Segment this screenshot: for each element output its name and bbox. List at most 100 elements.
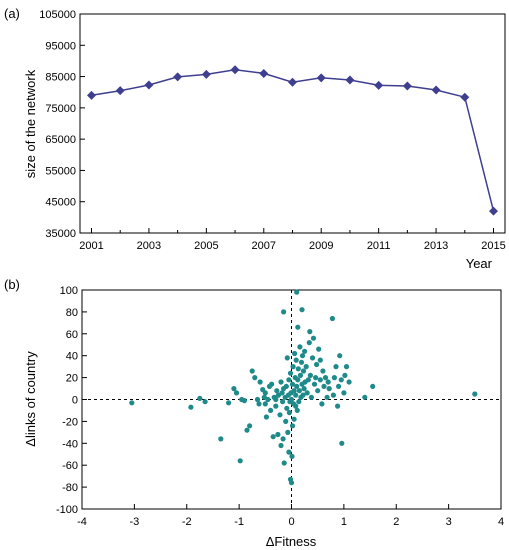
- panel-b-point: [293, 357, 299, 363]
- panel-a-y-label: size of the network: [23, 69, 38, 178]
- panel-b-point: [315, 388, 321, 394]
- panel-b-point: [297, 344, 303, 350]
- panel-b-label: (b): [4, 277, 20, 292]
- panel-b-point: [280, 399, 286, 405]
- panel-b-point: [317, 377, 323, 383]
- panel-a-x-tick-label: 2013: [424, 240, 448, 252]
- panel-b-y-label: Δlinks of country: [23, 351, 38, 447]
- panel-b-point: [283, 383, 289, 389]
- panel-b-point: [294, 289, 300, 295]
- panel-a-y-tick-label: 85000: [45, 72, 76, 84]
- panel-b-point: [307, 329, 313, 335]
- panel-a-point: [230, 65, 240, 75]
- panel-b-point: [280, 436, 286, 442]
- panel-b-y-axis: -100 -80 -60 -40 -20 0 20 40 60 80 100: [56, 285, 87, 516]
- panel-b-point: [329, 315, 335, 322]
- panel-b-x-tick-label: 3: [446, 516, 452, 528]
- panel-a-x-tick-label: 2001: [79, 240, 103, 252]
- panel-b-point: [301, 386, 307, 392]
- panel-b-point: [289, 453, 295, 459]
- panel-b-point: [325, 379, 331, 385]
- panel-b-point: [202, 399, 208, 405]
- panel-b-point: [256, 401, 262, 407]
- panel-b-point: [290, 364, 296, 370]
- panel-b-point: [293, 392, 299, 398]
- panel-b-x-tick-label: 1: [341, 516, 347, 528]
- panel-b-point: [314, 361, 320, 368]
- panel-a-y-tick-label: 75000: [45, 103, 76, 115]
- panel-a-point: [460, 92, 470, 102]
- panel-b-point: [286, 410, 292, 416]
- panel-b-point: [335, 403, 341, 409]
- panel-b-point: [249, 368, 255, 374]
- panel-b-point: [283, 418, 289, 424]
- panel-b-point: [262, 401, 268, 407]
- panel-b-point: [257, 379, 263, 385]
- panel-b-point: [218, 436, 224, 442]
- panel-b-x-tick-label: -2: [182, 516, 192, 528]
- panel-b-point: [277, 412, 283, 418]
- panel-b-y-tick-label: 0: [72, 395, 78, 407]
- panel-b-point: [291, 388, 297, 394]
- panel-a-label: (a): [4, 6, 20, 21]
- panel-b-point: [129, 400, 135, 406]
- panel-a-point: [489, 206, 499, 216]
- panel-b-x-label: ΔFitness: [266, 534, 317, 549]
- panel-b-point: [317, 357, 323, 363]
- panel-a-x-tick-label: 2007: [252, 240, 276, 252]
- panel-b-point: [281, 460, 287, 466]
- panel-b-point: [331, 375, 337, 381]
- panel-b-point: [268, 407, 274, 413]
- panel-b-point: [197, 395, 203, 401]
- panel-b-point: [292, 350, 298, 357]
- panel-b-y-tick-label: -80: [62, 482, 78, 494]
- panel-b-x-tick-label: -3: [129, 516, 139, 528]
- panel-b-point: [244, 427, 250, 433]
- panel-b-point: [247, 423, 253, 429]
- panel-b-point: [226, 400, 232, 406]
- panel-a-point: [345, 75, 355, 85]
- panel-b-point: [288, 396, 295, 403]
- panel-b-point: [263, 414, 269, 420]
- panel-b-y-tick-label: 40: [66, 351, 78, 363]
- panel-b-point: [284, 405, 290, 411]
- panel-b-point: [311, 381, 318, 387]
- panel-b-x-axis: -4 -3 -2 -1 0 1 2 3 4: [77, 504, 504, 528]
- panel-b-point: [296, 388, 302, 394]
- panel-b-point: [297, 372, 303, 378]
- panel-b-point: [293, 403, 299, 409]
- panel-b-point: [316, 346, 322, 352]
- panel-a-y-tick-label: 55000: [45, 165, 76, 177]
- panel-b-point: [295, 324, 301, 330]
- panel-b-y-tick-label: -60: [62, 460, 78, 472]
- panel-b-point: [346, 379, 352, 385]
- panel-b-point: [275, 431, 281, 438]
- panel-b-point: [284, 355, 290, 361]
- panel-b-point: [289, 381, 296, 387]
- panel-b-point: [241, 398, 247, 404]
- panel-b-point: [321, 383, 327, 389]
- panel-a-point: [431, 85, 441, 95]
- panel-b-point: [307, 372, 313, 378]
- panel-b-point: [322, 375, 329, 381]
- panel-b-point: [285, 429, 291, 435]
- panel-b-point: [305, 377, 311, 383]
- panel-a-point: [86, 90, 96, 100]
- panel-b-y-tick-label: 20: [66, 373, 78, 385]
- panel-b-point: [300, 392, 306, 398]
- panel-b-point: [273, 396, 279, 403]
- panel-b-point: [320, 368, 326, 374]
- panel-b-point: [370, 383, 376, 389]
- panel-b-point: [295, 377, 301, 383]
- panel-a-point: [288, 77, 297, 87]
- panel-a-point: [402, 81, 412, 91]
- panel-b-x-tick-label: 2: [393, 516, 399, 528]
- panel-b-x-tick-label: -4: [77, 516, 87, 528]
- panel-b-point: [294, 383, 300, 389]
- panel-b-point: [269, 381, 275, 387]
- panel-b-y-tick-label: 80: [66, 307, 78, 319]
- panel-b-y-tick-label: -20: [62, 416, 78, 428]
- panel-b-point: [302, 348, 308, 354]
